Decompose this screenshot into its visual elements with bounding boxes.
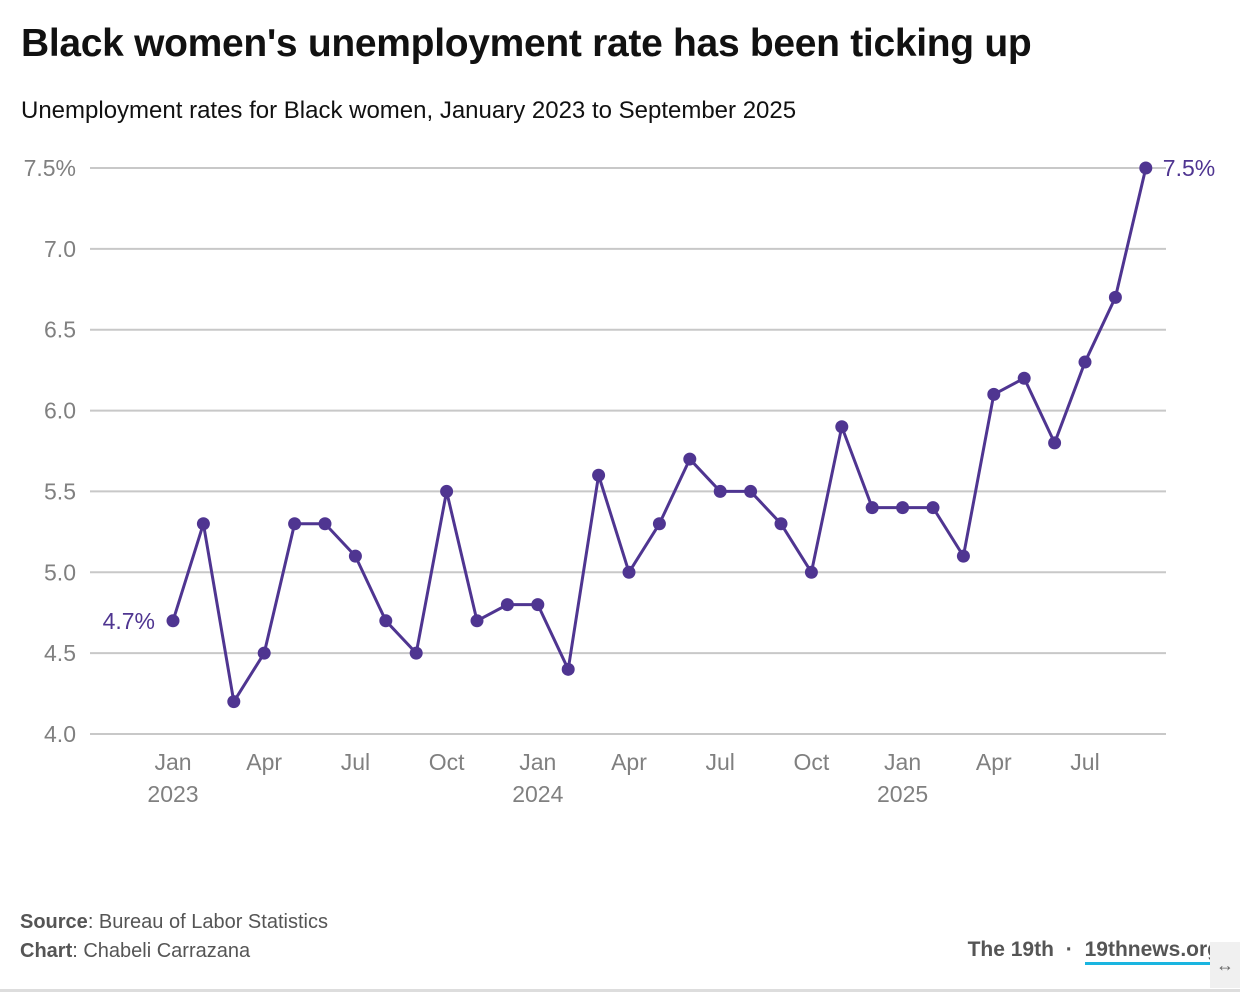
data-point[interactable] [288, 517, 302, 531]
data-point[interactable] [1017, 371, 1031, 385]
x-tick-year-label: 2023 [147, 781, 198, 807]
data-point[interactable] [865, 501, 879, 515]
data-point[interactable] [744, 484, 758, 498]
x-tick-label: Jan [154, 749, 191, 775]
data-point[interactable] [166, 614, 180, 628]
data-point[interactable] [227, 695, 241, 709]
source-value: : Bureau of Labor Statistics [87, 911, 328, 933]
y-tick-label: 6.5 [44, 317, 76, 343]
bottom-border [0, 989, 1240, 992]
y-tick-label: 4.5 [44, 640, 76, 666]
data-point[interactable] [926, 501, 940, 515]
data-point[interactable] [1048, 436, 1062, 450]
data-point[interactable] [348, 549, 362, 563]
line-chart: 7.5% 7.0 6.5 6.0 5.5 5.0 4.5 4.0 Jan 2023 Apr Jul O… [24, 155, 1216, 807]
separator-dot: · [1065, 938, 1073, 961]
y-tick-label: 5.0 [44, 559, 76, 585]
x-tick-label: Jul [705, 749, 734, 775]
data-label: 4.7% [103, 608, 155, 634]
data-point[interactable] [1139, 161, 1153, 175]
x-tick-label: Apr [976, 749, 1012, 775]
credits: Source: Bureau of Labor Statistics Chart… [20, 908, 328, 966]
y-tick-label: 4.0 [44, 721, 76, 747]
source-line: Source: Bureau of Labor Statistics [20, 908, 328, 937]
x-tick-year-label: 2024 [512, 781, 563, 807]
x-tick-label: Apr [246, 749, 282, 775]
data-point[interactable] [592, 468, 606, 482]
chart-title: Black women's unemployment rate has been… [21, 22, 1032, 65]
source-label: Source [20, 911, 88, 933]
data-point[interactable] [987, 387, 1001, 401]
data-point[interactable] [774, 517, 788, 531]
y-tick-label: 7.0 [44, 236, 76, 262]
data-point[interactable] [257, 646, 271, 660]
chart-credit-value: : Chabeli Carrazana [72, 940, 251, 962]
resize-icon[interactable]: ↔ [1210, 942, 1240, 988]
x-tick-label: Jul [341, 749, 370, 775]
gridlines [90, 167, 1166, 735]
series-line-group [166, 161, 1153, 709]
data-point[interactable] [683, 452, 697, 466]
data-label: 7.5% [1163, 155, 1215, 181]
data-point[interactable] [379, 614, 393, 628]
x-axis-ticks: Jan 2023 Apr Jul Oct Jan 2024 Apr Jul Oct Jan 2025 A… [147, 749, 1099, 807]
x-tick-label: Jan [884, 749, 921, 775]
chart-subtitle: Unemployment rates for Black women, Janu… [21, 97, 797, 124]
x-tick-label: Oct [429, 749, 465, 775]
chart-credit-label: Chart [20, 940, 73, 962]
data-point[interactable] [531, 598, 545, 612]
annotations: 4.7% 7.5% [103, 155, 1216, 634]
data-point[interactable] [713, 484, 727, 498]
y-axis-ticks: 7.5% 7.0 6.5 6.0 5.5 5.0 4.5 4.0 [24, 155, 76, 747]
brand-link[interactable]: 19thnews.org [1084, 938, 1220, 965]
x-tick-label: Jan [519, 749, 556, 775]
data-point[interactable] [318, 517, 332, 531]
y-tick-label: 7.5% [24, 155, 76, 181]
chart-credit-line: Chart: Chabeli Carrazana [20, 937, 328, 966]
data-point[interactable] [409, 646, 423, 660]
brand-name: The 19th [967, 938, 1054, 961]
data-point[interactable] [440, 484, 454, 498]
data-point[interactable] [622, 565, 636, 579]
data-point[interactable] [500, 598, 514, 612]
x-tick-label: Oct [794, 749, 830, 775]
data-point[interactable] [652, 517, 666, 531]
data-point[interactable] [956, 549, 970, 563]
x-tick-label: Apr [611, 749, 647, 775]
x-tick-year-label: 2025 [877, 781, 928, 807]
branding: The 19th · 19thnews.org [967, 938, 1220, 965]
y-tick-label: 5.5 [44, 478, 76, 504]
data-point[interactable] [896, 501, 910, 515]
data-point[interactable] [804, 565, 818, 579]
x-tick-label: Jul [1070, 749, 1099, 775]
data-point[interactable] [561, 662, 575, 676]
data-point[interactable] [1078, 355, 1092, 369]
y-tick-label: 6.0 [44, 398, 76, 424]
data-point[interactable] [835, 420, 849, 434]
data-point[interactable] [1108, 290, 1122, 304]
data-point[interactable] [196, 517, 210, 531]
data-point[interactable] [470, 614, 484, 628]
